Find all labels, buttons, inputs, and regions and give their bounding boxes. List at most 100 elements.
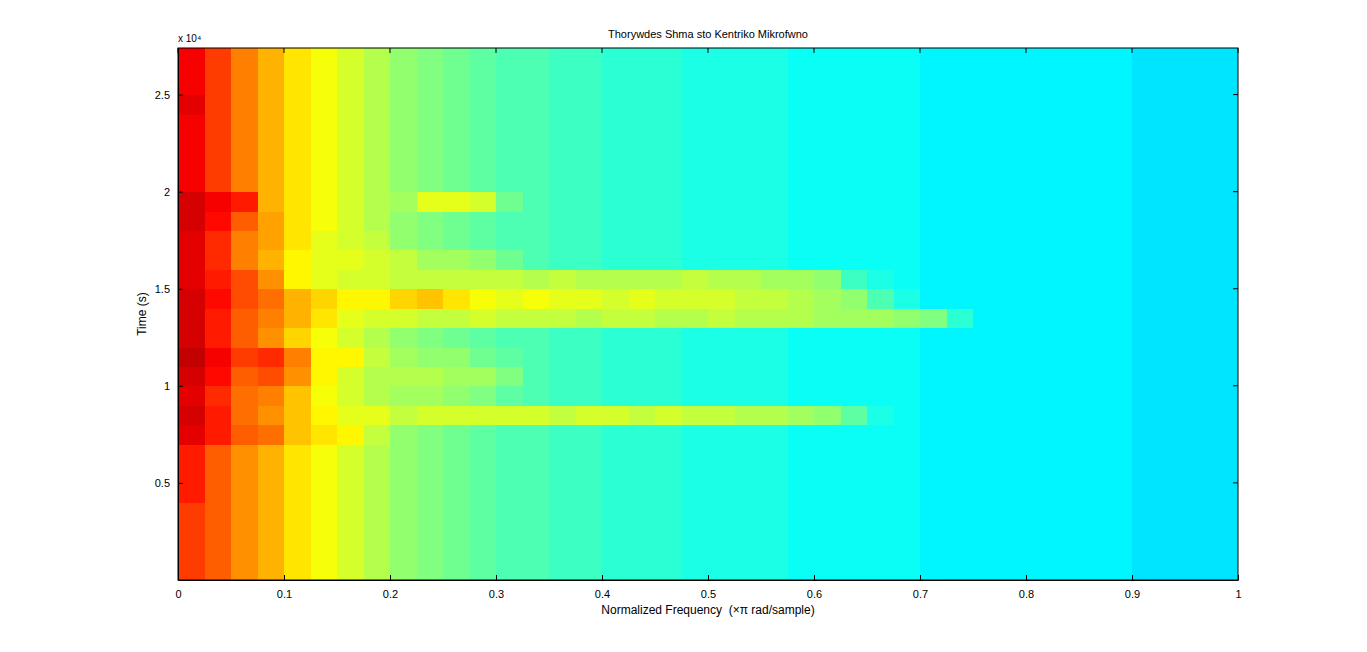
heatmap-cell (470, 133, 497, 153)
heatmap-cell (735, 561, 762, 580)
heatmap-cell (496, 269, 523, 289)
heatmap-cell (284, 366, 311, 386)
heatmap-cell (814, 502, 841, 522)
heatmap-cell (470, 269, 497, 289)
heatmap-cell (390, 250, 417, 270)
heatmap-cell (258, 347, 285, 367)
y-tick: 1.5 (155, 283, 183, 295)
heatmap-cell (470, 231, 497, 251)
heatmap-cell (1212, 192, 1239, 212)
heatmap-cell (1026, 75, 1053, 95)
heatmap-cell (390, 289, 417, 309)
heatmap-cell (311, 48, 338, 56)
heatmap-cell (1212, 211, 1239, 231)
heatmap-cell (735, 114, 762, 134)
heatmap-cell (337, 444, 364, 464)
heatmap-cell (973, 502, 1000, 522)
heatmap-cell (761, 328, 788, 348)
heatmap-cell (1053, 502, 1080, 522)
heatmap-cell (867, 425, 894, 445)
heatmap-cell (1079, 386, 1106, 406)
heatmap-cell (496, 522, 523, 542)
heatmap-cell (788, 502, 815, 522)
heatmap-cell (735, 347, 762, 367)
heatmap-cell (947, 386, 974, 406)
heatmap-cell (496, 231, 523, 251)
heatmap-cell (549, 444, 576, 464)
heatmap-cell (231, 483, 258, 503)
heatmap-cell (1000, 95, 1027, 115)
heatmap-cell (1026, 48, 1053, 56)
heatmap-cell (1106, 347, 1133, 367)
heatmap-cell (894, 133, 921, 153)
heatmap-cell (708, 48, 735, 56)
heatmap-cell (443, 95, 470, 115)
heatmap-cell (1026, 56, 1053, 76)
x-tick-mark (390, 575, 391, 580)
y-axis-title: Time (s) (135, 292, 149, 336)
x-top-ticks (178, 48, 1238, 53)
heatmap-cell (1026, 114, 1053, 134)
heatmap-cell (523, 133, 550, 153)
heatmap-cell (894, 75, 921, 95)
heatmap-cell (814, 211, 841, 231)
heatmap-cell (920, 561, 947, 580)
heatmap-cell (1159, 366, 1186, 386)
heatmap-cell (894, 269, 921, 289)
heatmap-cell (788, 328, 815, 348)
heatmap-cell (1079, 328, 1106, 348)
heatmap-cell (178, 464, 205, 484)
heatmap-cell (708, 269, 735, 289)
heatmap-cell (1026, 347, 1053, 367)
heatmap-cell (390, 464, 417, 484)
heatmap-cell (390, 75, 417, 95)
heatmap-cell (1132, 56, 1159, 76)
heatmap-cell (735, 425, 762, 445)
heatmap-cell (867, 366, 894, 386)
heatmap-cell (1079, 95, 1106, 115)
heatmap-cell (1132, 405, 1159, 425)
heatmap-cell (1132, 48, 1159, 56)
x-tick-label: 0.4 (595, 588, 610, 600)
heatmap-cell (1159, 269, 1186, 289)
heatmap-cell (178, 366, 205, 386)
heatmap-cell (337, 308, 364, 328)
heatmap-cell (708, 75, 735, 95)
heatmap-cell (390, 153, 417, 173)
heatmap-cell (788, 250, 815, 270)
heatmap-cell (655, 153, 682, 173)
heatmap-cell (814, 269, 841, 289)
heatmap-cell (1000, 444, 1027, 464)
x-top-tick-mark (1238, 48, 1239, 53)
heatmap-cell (496, 250, 523, 270)
heatmap-cell (1159, 289, 1186, 309)
heatmap-cell (814, 250, 841, 270)
heatmap-cell (417, 172, 444, 192)
heatmap-cell (390, 483, 417, 503)
heatmap-cell (1159, 192, 1186, 212)
heatmap-cell (284, 95, 311, 115)
heatmap-cell (1079, 172, 1106, 192)
heatmap-cell (576, 231, 603, 251)
heatmap-cell (1000, 502, 1027, 522)
heatmap-cell (867, 269, 894, 289)
heatmap-cell (311, 425, 338, 445)
heatmap-cell (1079, 231, 1106, 251)
heatmap-cell (682, 522, 709, 542)
heatmap-cell (788, 386, 815, 406)
heatmap-cell (443, 211, 470, 231)
heatmap-cell (920, 250, 947, 270)
heatmap-cell (1106, 444, 1133, 464)
heatmap-cell (205, 425, 232, 445)
heatmap-cell (629, 541, 656, 561)
heatmap-cell (417, 541, 444, 561)
heatmap-cell (337, 328, 364, 348)
heatmap-cell (417, 48, 444, 56)
heatmap-cell (549, 250, 576, 270)
heatmap-cell (576, 308, 603, 328)
heatmap-cell (973, 133, 1000, 153)
heatmap-cell (788, 405, 815, 425)
heatmap-cell (1185, 95, 1212, 115)
heatmap-cell (629, 114, 656, 134)
heatmap-cell (1053, 522, 1080, 542)
